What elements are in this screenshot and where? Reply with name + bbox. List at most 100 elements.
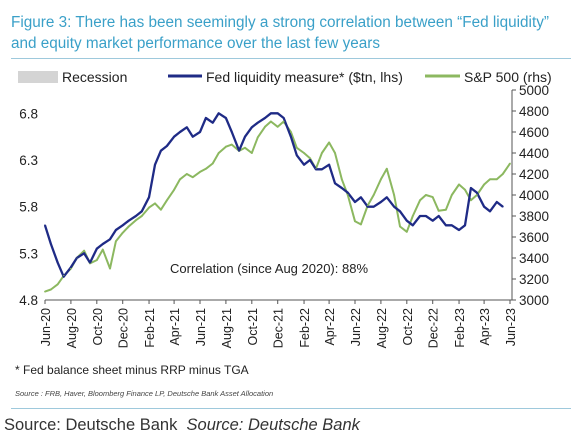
sp500-point	[165, 199, 168, 202]
sp500-point	[160, 208, 162, 211]
left-y-axis-ticks: 4.8 5.3 5.8 6.3 6.8	[19, 106, 38, 308]
fed-liquidity-point	[89, 261, 91, 264]
legend-label-sp500: S&P 500 (rhs)	[464, 69, 552, 85]
sp500-point	[380, 178, 382, 181]
right-y-tick-label: 3800	[519, 209, 549, 224]
fed-liquidity-point	[315, 168, 317, 171]
series-points	[44, 112, 511, 293]
fed-liquidity-point	[83, 252, 85, 255]
fed-liquidity-point	[483, 205, 485, 208]
chart-title-line-2: and equity market performance over the l…	[11, 35, 381, 52]
sp500-point	[95, 259, 98, 261]
fed-liquidity-point	[393, 205, 395, 208]
fed-liquidity-point	[385, 196, 388, 199]
fed-liquidity-point	[50, 243, 52, 245]
fed-liquidity-point	[115, 229, 117, 231]
right-y-tick-label: 4000	[519, 188, 549, 203]
x-tick-label: Jun-21	[194, 308, 208, 346]
correlation-annotation: Correlation (since Aug 2020): 88%	[170, 261, 368, 276]
sp500-point	[501, 173, 504, 175]
sp500-point	[309, 157, 311, 160]
sp500-point	[489, 178, 491, 181]
fed-liquidity-point	[450, 224, 453, 227]
fed-liquidity-point	[44, 224, 46, 227]
sp500-point	[425, 194, 427, 196]
sp500-point	[289, 131, 292, 133]
sp500-point	[270, 120, 272, 123]
right-y-tick-label: 4600	[519, 125, 549, 140]
fed-liquidity-point	[230, 131, 233, 133]
x-tick-label: Apr-22	[323, 308, 337, 346]
source-note: Source : FRB, Haver, Bloomberg Finance L…	[15, 389, 274, 398]
fed-liquidity-point	[109, 238, 111, 241]
sp500-point	[419, 199, 421, 202]
fed-liquidity-point	[295, 154, 298, 157]
sp500-point	[282, 120, 285, 123]
x-tick-label: Jun-22	[349, 308, 363, 346]
sp500-point	[372, 194, 375, 196]
sp500-point	[437, 209, 440, 212]
fed-liquidity-point	[372, 205, 375, 208]
sp500-point	[276, 125, 279, 128]
sp500-point	[334, 152, 336, 154]
fed-liquidity-point	[199, 131, 201, 133]
fed-liquidity-point	[334, 182, 336, 185]
fed-liquidity-point	[225, 117, 227, 119]
fed-liquidity-point	[320, 168, 323, 171]
right-y-tick-label: 3200	[519, 272, 549, 287]
fed-liquidity-point	[425, 215, 427, 217]
fed-liquidity-point	[191, 135, 194, 138]
fed-liquidity-point	[250, 126, 253, 129]
right-y-tick-label: 4200	[519, 167, 549, 182]
sp500-point	[127, 225, 130, 228]
fed-liquidity-point	[238, 149, 240, 152]
sp500-point	[295, 146, 298, 149]
right-y-tick-label: 3400	[519, 251, 549, 266]
sp500-point	[244, 146, 246, 149]
fed-liquidity-point	[211, 121, 214, 124]
sp500-point	[360, 223, 362, 226]
sp500-point	[399, 225, 401, 228]
fed-liquidity-point	[354, 201, 356, 203]
fed-liquidity-point	[289, 135, 292, 138]
sp500-point	[328, 141, 330, 144]
x-tick-label: Feb-23	[453, 308, 467, 348]
right-y-axis-ticks: 3000 3200 3400 3600 3800 4000 4200 4400 4600 4800…	[512, 83, 549, 308]
legend-swatch-recession	[18, 71, 58, 83]
sp500-point	[191, 176, 194, 179]
left-y-tick-label: 5.8	[19, 200, 38, 215]
x-tick-label: Oct-21	[246, 308, 260, 346]
fed-liquidity-point	[276, 112, 279, 115]
sp500-point	[44, 290, 46, 293]
fed-liquidity-point	[380, 201, 382, 203]
right-y-tick-label: 4400	[519, 146, 549, 161]
fed-liquidity-point	[437, 215, 440, 217]
sp500-point	[101, 248, 104, 251]
fed-liquidity-point	[62, 275, 65, 278]
sp500-point	[405, 230, 408, 233]
sp500-point	[509, 162, 511, 165]
sp500-point	[464, 188, 466, 191]
sp500-point	[154, 202, 156, 205]
fed-liquidity-point	[148, 196, 150, 199]
sp500-point	[411, 215, 414, 217]
fed-liquidity-point	[140, 210, 143, 213]
x-tick-label: Dec-21	[272, 308, 286, 348]
fed-liquidity-point	[458, 229, 460, 231]
right-y-tick-label: 3000	[519, 293, 549, 308]
sp500-point	[393, 194, 395, 196]
x-tick-label: Aug-20	[65, 308, 79, 348]
fed-liquidity-point	[411, 224, 414, 227]
right-y-tick-label: 3600	[519, 230, 549, 245]
fed-liquidity-point	[264, 117, 266, 119]
sp500-point	[264, 125, 266, 128]
sp500-point	[115, 240, 117, 243]
sp500-point	[121, 231, 124, 234]
fed-liquidity-point	[244, 135, 246, 138]
sp500-point	[134, 219, 137, 222]
fed-liquidity-point	[127, 219, 130, 222]
series-line-fed-liquidity	[43, 112, 504, 278]
sp500-point	[444, 208, 447, 211]
fed-liquidity-point	[173, 135, 175, 138]
